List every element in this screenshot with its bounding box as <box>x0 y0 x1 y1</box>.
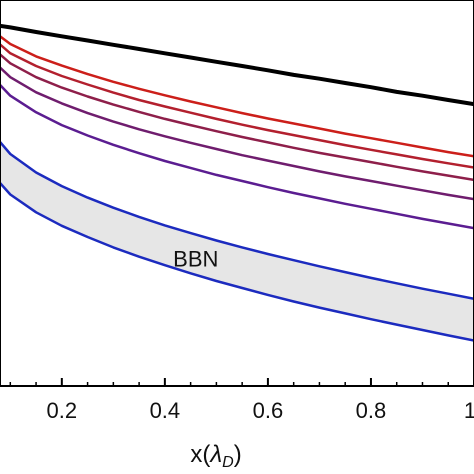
series-line-6 <box>0 84 474 230</box>
series-line-3 <box>0 43 474 169</box>
x-tick-label: 0.6 <box>253 398 284 423</box>
x-tick-label: 0.8 <box>356 398 387 423</box>
x-tick-label: 0.2 <box>47 398 78 423</box>
plot-area <box>0 23 474 342</box>
bbn-band <box>0 142 474 341</box>
x-tick-label: 0.4 <box>150 398 181 423</box>
x-tick-label: 1 <box>464 398 474 423</box>
series-line-8 <box>0 182 474 342</box>
series-line-2 <box>0 35 474 158</box>
x-axis: 0.2 0.4 0.6 0.8 1 <box>9 378 474 423</box>
x-axis-label: x(λD) <box>190 441 241 471</box>
plot-frame <box>0 0 474 387</box>
series-line-7 <box>0 141 474 301</box>
series-line-5 <box>0 66 474 201</box>
series-line-4 <box>0 53 474 182</box>
series-line-1 <box>0 23 474 107</box>
band-label: BBN <box>173 247 218 272</box>
